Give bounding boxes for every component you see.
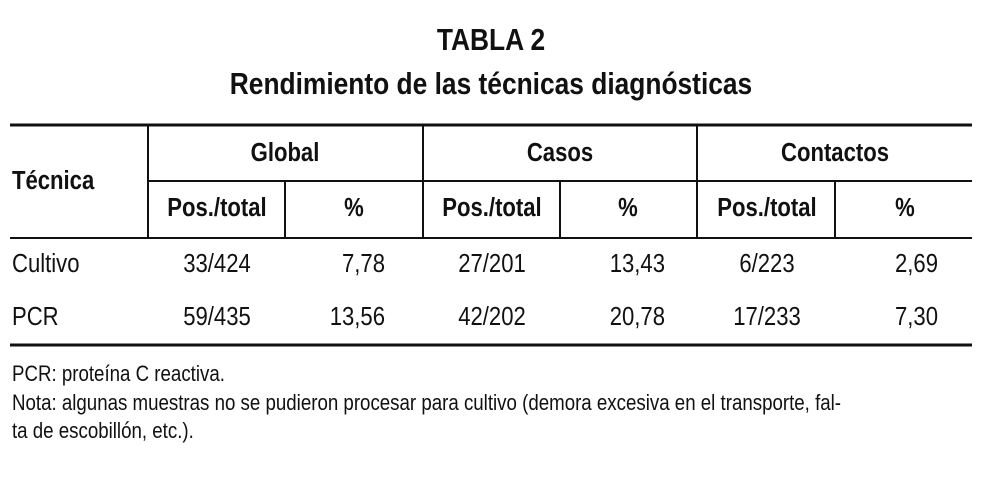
group-header: Casos [527,138,593,167]
cell: 42/202 [458,302,526,331]
group-header: Contactos [781,138,889,167]
cell: 13,43 [610,249,665,278]
row-label: Cultivo [12,249,80,278]
cell: 7,30 [895,302,938,331]
cell: 20,78 [610,302,665,331]
cell: 2,69 [895,249,938,278]
subcolumn-header: % [895,193,915,222]
subcolumn-header: Pos./total [167,193,266,222]
cell: 7,78 [342,249,385,278]
cell: 6/223 [739,249,794,278]
table-text: TABLA 2 Rendimiento de las técnicas diagn… [12,23,938,443]
subtitle: Rendimiento de las técnicas diagnósticas [230,67,752,101]
cell: 33/424 [183,249,251,278]
subcolumn-header: % [344,193,364,222]
footnote: Nota: algunas muestras no se pudieron pr… [12,391,841,415]
row-label-header: Técnica [12,166,95,195]
subcolumn-header: Pos./total [717,193,816,222]
cell: 59/435 [183,302,251,331]
table-rules [10,123,972,347]
cell: 17/233 [733,302,801,331]
cell: 27/201 [458,249,526,278]
subcolumn-header: % [618,193,638,222]
row-label: PCR [12,302,59,331]
subcolumn-header: Pos./total [442,193,541,222]
group-header: Global [251,138,320,167]
footnote: PCR: proteína C reactiva. [12,362,225,386]
cell: 13,56 [330,302,385,331]
footnote: ta de escobillón, etc.). [12,419,194,443]
title: TABLA 2 [437,23,545,57]
